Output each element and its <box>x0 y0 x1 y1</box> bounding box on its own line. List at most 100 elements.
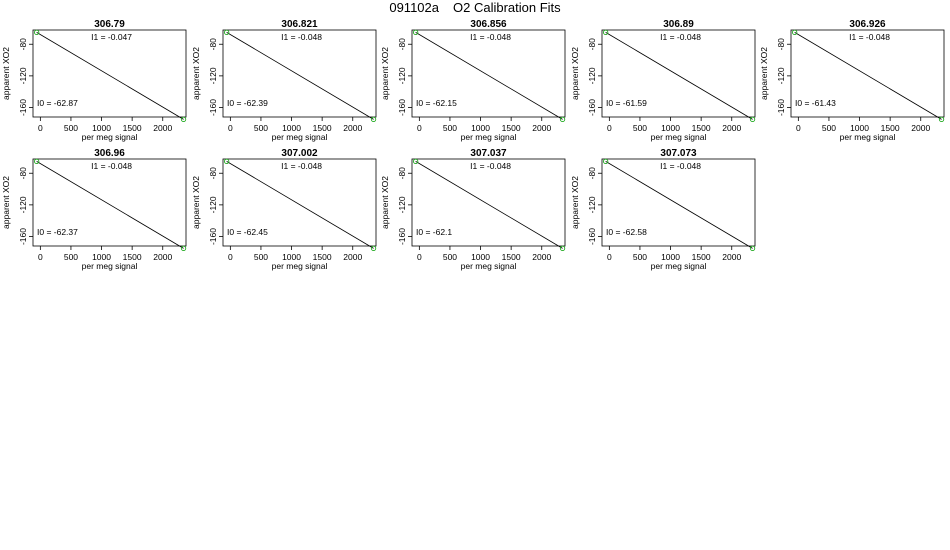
x-tick-label: 1000 <box>850 123 869 133</box>
slope-annotation: I1 = -0.047 <box>91 32 132 42</box>
data-point <box>224 158 230 165</box>
plot-frame <box>411 158 566 247</box>
x-tick-label: 1000 <box>282 123 301 133</box>
y-tick-label: -80 <box>208 38 218 51</box>
data-point <box>749 245 756 252</box>
y-axis-label: apparent XO2 <box>570 47 580 100</box>
intercept-annotation: I0 = -62.45 <box>227 227 268 237</box>
y-axis-label: apparent XO2 <box>1 176 11 229</box>
panel-title: 306.79 <box>94 19 125 30</box>
panel-title: 306.856 <box>470 19 507 30</box>
data-point <box>413 158 419 165</box>
run-id: 091102a <box>389 0 439 15</box>
data-point <box>603 158 609 165</box>
data-point <box>370 245 377 252</box>
panel-title: 307.002 <box>281 148 318 159</box>
slope-annotation: I1 = -0.048 <box>660 32 701 42</box>
figure-title-text: O2 Calibration Fits <box>453 0 561 15</box>
y-tick-label: -160 <box>587 228 597 245</box>
x-tick-label: 1500 <box>123 252 142 262</box>
plot-frame <box>32 29 187 118</box>
x-tick-label: 0 <box>38 252 43 262</box>
intercept-annotation: I0 = -62.37 <box>37 227 78 237</box>
panel-title: 306.89 <box>663 19 694 30</box>
x-tick-label: 2000 <box>532 252 551 262</box>
slope-annotation: I1 = -0.048 <box>281 32 322 42</box>
data-point <box>370 116 377 123</box>
y-tick-label: -160 <box>776 99 786 116</box>
y-axis-label: apparent XO2 <box>191 47 201 100</box>
y-tick-label: -160 <box>208 99 218 116</box>
x-tick-label: 2000 <box>343 123 362 133</box>
fit-line <box>226 32 374 120</box>
x-tick-label: 500 <box>443 252 457 262</box>
x-tick-label: 500 <box>822 123 836 133</box>
y-axis-label: apparent XO2 <box>570 176 580 229</box>
slope-annotation: I1 = -0.048 <box>281 161 322 171</box>
y-tick-label: -120 <box>18 196 28 213</box>
panel-title: 307.073 <box>660 148 697 159</box>
panel-title: 306.821 <box>281 19 318 30</box>
x-tick-label: 1000 <box>282 252 301 262</box>
x-tick-label: 2000 <box>722 252 741 262</box>
y-tick-label: -120 <box>397 67 407 84</box>
y-tick-label: -120 <box>208 67 218 84</box>
intercept-annotation: I0 = -61.59 <box>606 98 647 108</box>
slope-annotation: I1 = -0.048 <box>849 32 890 42</box>
plot-frame <box>790 29 945 118</box>
x-tick-label: 500 <box>633 252 647 262</box>
y-axis-label: apparent XO2 <box>191 176 201 229</box>
slope-annotation: I1 = -0.048 <box>660 161 701 171</box>
data-point <box>559 245 566 252</box>
plot-frame <box>222 158 377 247</box>
x-axis-label: per meg signal <box>272 132 328 142</box>
x-axis-label: per meg signal <box>272 261 328 271</box>
fit-line <box>794 32 942 120</box>
data-point <box>603 29 609 36</box>
x-axis-label: per meg signal <box>82 132 138 142</box>
x-tick-label: 1500 <box>502 252 521 262</box>
x-tick-label: 500 <box>64 123 78 133</box>
x-tick-label: 1500 <box>692 252 711 262</box>
data-point <box>559 116 566 123</box>
slope-annotation: I1 = -0.048 <box>470 32 511 42</box>
x-tick-label: 2000 <box>532 123 551 133</box>
data-point <box>749 116 756 123</box>
x-tick-label: 2000 <box>722 123 741 133</box>
y-axis-label: apparent XO2 <box>1 47 11 100</box>
x-axis-label: per meg signal <box>651 261 707 271</box>
data-point <box>792 29 798 36</box>
x-tick-label: 1500 <box>881 123 900 133</box>
x-tick-label: 1000 <box>661 252 680 262</box>
y-tick-label: -120 <box>397 196 407 213</box>
y-tick-label: -80 <box>18 167 28 180</box>
y-tick-label: -160 <box>397 228 407 245</box>
x-tick-label: 0 <box>417 123 422 133</box>
y-tick-label: -160 <box>18 228 28 245</box>
x-tick-label: 1500 <box>313 123 332 133</box>
x-tick-label: 500 <box>633 123 647 133</box>
data-point <box>180 116 187 123</box>
plot-frame <box>222 29 377 118</box>
x-tick-label: 1500 <box>692 123 711 133</box>
y-tick-label: -120 <box>587 67 597 84</box>
panel-title: 307.037 <box>470 148 507 159</box>
data-point <box>34 29 40 36</box>
x-tick-label: 500 <box>254 252 268 262</box>
x-tick-label: 1000 <box>471 123 490 133</box>
x-tick-label: 2000 <box>153 252 172 262</box>
y-tick-label: -120 <box>208 196 218 213</box>
panel-title: 306.96 <box>94 148 125 159</box>
y-tick-label: -160 <box>397 99 407 116</box>
fit-line <box>605 32 753 120</box>
y-tick-label: -160 <box>18 99 28 116</box>
data-point <box>938 116 945 123</box>
y-tick-label: -80 <box>587 38 597 51</box>
